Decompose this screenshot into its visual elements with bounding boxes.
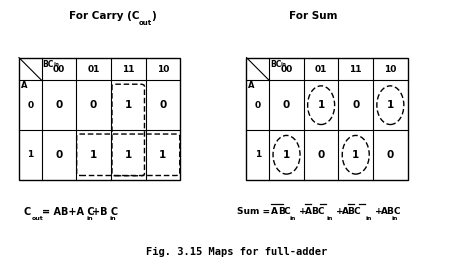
Text: Sum =: Sum = [237, 207, 273, 216]
Text: = AB+A C: = AB+A C [42, 207, 94, 217]
Text: +B C: +B C [92, 207, 118, 217]
Text: 1: 1 [352, 150, 359, 160]
Text: 0: 0 [387, 150, 394, 160]
Text: 11: 11 [349, 65, 362, 73]
Text: 1: 1 [159, 150, 166, 160]
Text: ): ) [151, 11, 155, 21]
Text: 1: 1 [125, 100, 132, 110]
Text: 0: 0 [159, 100, 166, 110]
Text: 1: 1 [283, 150, 290, 160]
Text: 00: 00 [53, 65, 65, 73]
Text: For Sum: For Sum [289, 11, 337, 21]
Text: 10: 10 [384, 65, 397, 73]
Text: 1: 1 [387, 100, 394, 110]
Text: 0: 0 [318, 150, 325, 160]
Text: in: in [290, 216, 296, 221]
Text: C: C [24, 207, 31, 217]
Text: B: B [278, 207, 285, 216]
Text: out: out [139, 20, 152, 26]
Text: 0: 0 [255, 101, 261, 110]
Text: 1: 1 [125, 150, 132, 160]
Text: 01: 01 [87, 65, 100, 73]
Bar [19, 58, 180, 180]
Text: 10: 10 [156, 65, 169, 73]
Text: Fig. 3.15 Maps for full-adder: Fig. 3.15 Maps for full-adder [146, 247, 328, 257]
Text: 00: 00 [281, 65, 292, 73]
Text: in: in [53, 62, 59, 67]
Text: 1: 1 [318, 100, 325, 110]
Text: C: C [284, 207, 291, 216]
Text: 0: 0 [283, 100, 290, 110]
Text: A: A [271, 207, 278, 216]
Bar [246, 58, 408, 180]
Text: in: in [110, 216, 117, 221]
Text: +: + [336, 207, 343, 216]
Text: 0: 0 [27, 101, 33, 110]
Text: 0: 0 [55, 150, 63, 160]
Text: in: in [281, 62, 286, 67]
Text: 1: 1 [255, 150, 261, 159]
Text: A: A [21, 81, 27, 91]
Text: in: in [392, 216, 398, 221]
Text: 1: 1 [27, 150, 34, 159]
Text: 11: 11 [122, 65, 135, 73]
Text: 0: 0 [90, 100, 97, 110]
Text: AB: AB [342, 207, 356, 216]
Text: 01: 01 [315, 65, 328, 73]
Text: out: out [32, 216, 44, 221]
Text: ABC: ABC [381, 207, 401, 216]
Text: 0: 0 [352, 100, 359, 110]
Text: BC: BC [311, 207, 325, 216]
Text: in: in [326, 216, 332, 221]
Text: C: C [354, 207, 360, 216]
Text: in: in [86, 216, 93, 221]
Text: +: + [375, 207, 383, 216]
Text: BC: BC [270, 60, 282, 69]
Text: in: in [365, 216, 372, 221]
Text: 0: 0 [55, 100, 63, 110]
Text: A: A [248, 81, 255, 91]
Text: A: A [305, 207, 312, 216]
Text: +: + [299, 207, 307, 216]
Text: BC: BC [43, 60, 54, 69]
Text: For Carry (C: For Carry (C [69, 11, 139, 21]
Text: 1: 1 [90, 150, 97, 160]
